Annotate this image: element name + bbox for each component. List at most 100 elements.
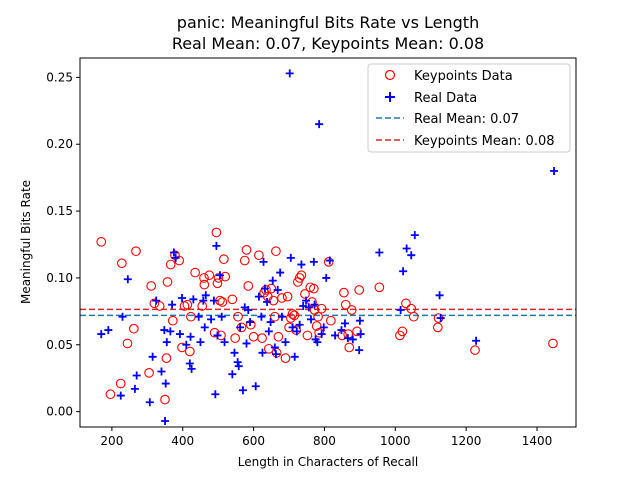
real-point xyxy=(215,271,224,280)
legend-label-keypoints: Keypoints Data xyxy=(414,69,513,84)
real-point xyxy=(348,335,357,344)
keypoints-point xyxy=(220,271,231,282)
real-point xyxy=(343,334,352,343)
real-point xyxy=(217,312,226,321)
real-point xyxy=(319,323,328,332)
keypoints-point xyxy=(115,378,126,389)
real-point xyxy=(399,267,408,276)
keypoints-point xyxy=(273,331,284,342)
real-point xyxy=(260,284,269,293)
real-point xyxy=(407,251,416,260)
keypoints-point xyxy=(146,281,157,291)
x-axis-label: Length in Characters of Recall xyxy=(238,455,418,469)
real-point xyxy=(246,318,255,327)
keypoints-point xyxy=(197,301,208,311)
keypoints-point xyxy=(149,298,160,309)
keypoints-point xyxy=(116,258,127,269)
keypoints-point xyxy=(282,291,293,302)
legend-label-real: Real Data xyxy=(414,91,477,106)
keypoints-point xyxy=(154,301,165,311)
real-point xyxy=(162,338,171,347)
keypoints-point xyxy=(233,311,243,322)
keypoints-point xyxy=(218,254,229,265)
y-tick-label: 0.00 xyxy=(46,405,73,419)
keypoints-point xyxy=(300,289,310,299)
x-tick-label: 400 xyxy=(171,434,194,448)
real-point xyxy=(304,303,313,312)
keypoints-point xyxy=(548,338,558,349)
keypoints-point xyxy=(339,287,349,298)
keypoints-point xyxy=(470,345,480,355)
real-point xyxy=(171,253,180,262)
keypoints-point xyxy=(105,389,116,400)
keypoints-point xyxy=(213,273,224,283)
real-point xyxy=(234,362,243,371)
y-tick-label: 0.10 xyxy=(46,271,73,285)
real-point xyxy=(254,292,263,301)
real-point xyxy=(132,371,141,380)
keypoints-point xyxy=(204,270,215,281)
real-point xyxy=(286,253,295,262)
real-point xyxy=(276,268,285,277)
real-point xyxy=(277,312,286,321)
legend-label-keypoints-mean: Keypoints Mean: 0.08 xyxy=(414,134,555,149)
real-point xyxy=(196,338,205,347)
real-point xyxy=(157,367,166,376)
real-point xyxy=(161,416,170,425)
real-point xyxy=(258,348,267,357)
real-point xyxy=(337,326,346,335)
real-point xyxy=(325,256,334,265)
real-point xyxy=(263,297,272,306)
real-point xyxy=(331,331,340,340)
chart-title-line2: Real Mean: 0.07, Keypoints Mean: 0.08 xyxy=(172,34,484,53)
real-point xyxy=(213,331,222,340)
y-tick-label: 0.25 xyxy=(46,70,73,84)
real-point xyxy=(189,295,198,304)
keypoints-point xyxy=(280,353,291,363)
real-point xyxy=(550,166,559,175)
real-point xyxy=(97,330,106,339)
keypoints-point xyxy=(96,236,107,247)
real-point xyxy=(270,343,279,352)
keypoints-point xyxy=(122,338,133,349)
keypoints-point xyxy=(325,315,336,326)
real-point xyxy=(309,257,318,266)
y-axis-label: Meaningful Bits Rate xyxy=(19,180,33,304)
y-tick-label: 0.20 xyxy=(46,137,73,151)
keypoints-point xyxy=(316,303,327,314)
real-point xyxy=(169,248,178,257)
real-point xyxy=(185,359,194,368)
real-point xyxy=(402,244,411,253)
keypoints-point xyxy=(268,295,279,306)
x-tick-label: 1000 xyxy=(380,434,411,448)
real-point xyxy=(168,300,177,309)
real-point xyxy=(264,327,273,336)
real-point xyxy=(396,306,405,315)
x-tick-label: 800 xyxy=(313,434,336,448)
keypoints-point xyxy=(313,311,323,322)
keypoints-point xyxy=(397,326,408,337)
keypoints-point xyxy=(271,246,281,257)
keypoints-point xyxy=(199,279,210,290)
keypoints-point xyxy=(314,327,324,338)
keypoints-point xyxy=(311,321,322,331)
real-point xyxy=(152,296,161,305)
keypoints-point xyxy=(243,281,254,291)
keypoints-point xyxy=(211,227,222,238)
real-point xyxy=(175,330,184,339)
real-point xyxy=(268,276,277,285)
keypoints-point xyxy=(184,346,195,357)
x-tick-label: 200 xyxy=(100,434,123,448)
real-point xyxy=(355,316,364,325)
real-point xyxy=(104,326,113,335)
chart-title-line1: panic: Meaningful Bits Rate vs Length xyxy=(177,13,479,32)
real-point xyxy=(288,323,297,332)
real-point xyxy=(161,379,170,388)
real-point xyxy=(322,273,331,282)
plot-area xyxy=(80,69,576,425)
keypoints-point xyxy=(199,273,209,283)
keypoints-point xyxy=(160,394,170,405)
real-point xyxy=(230,348,239,357)
real-point xyxy=(244,306,253,315)
